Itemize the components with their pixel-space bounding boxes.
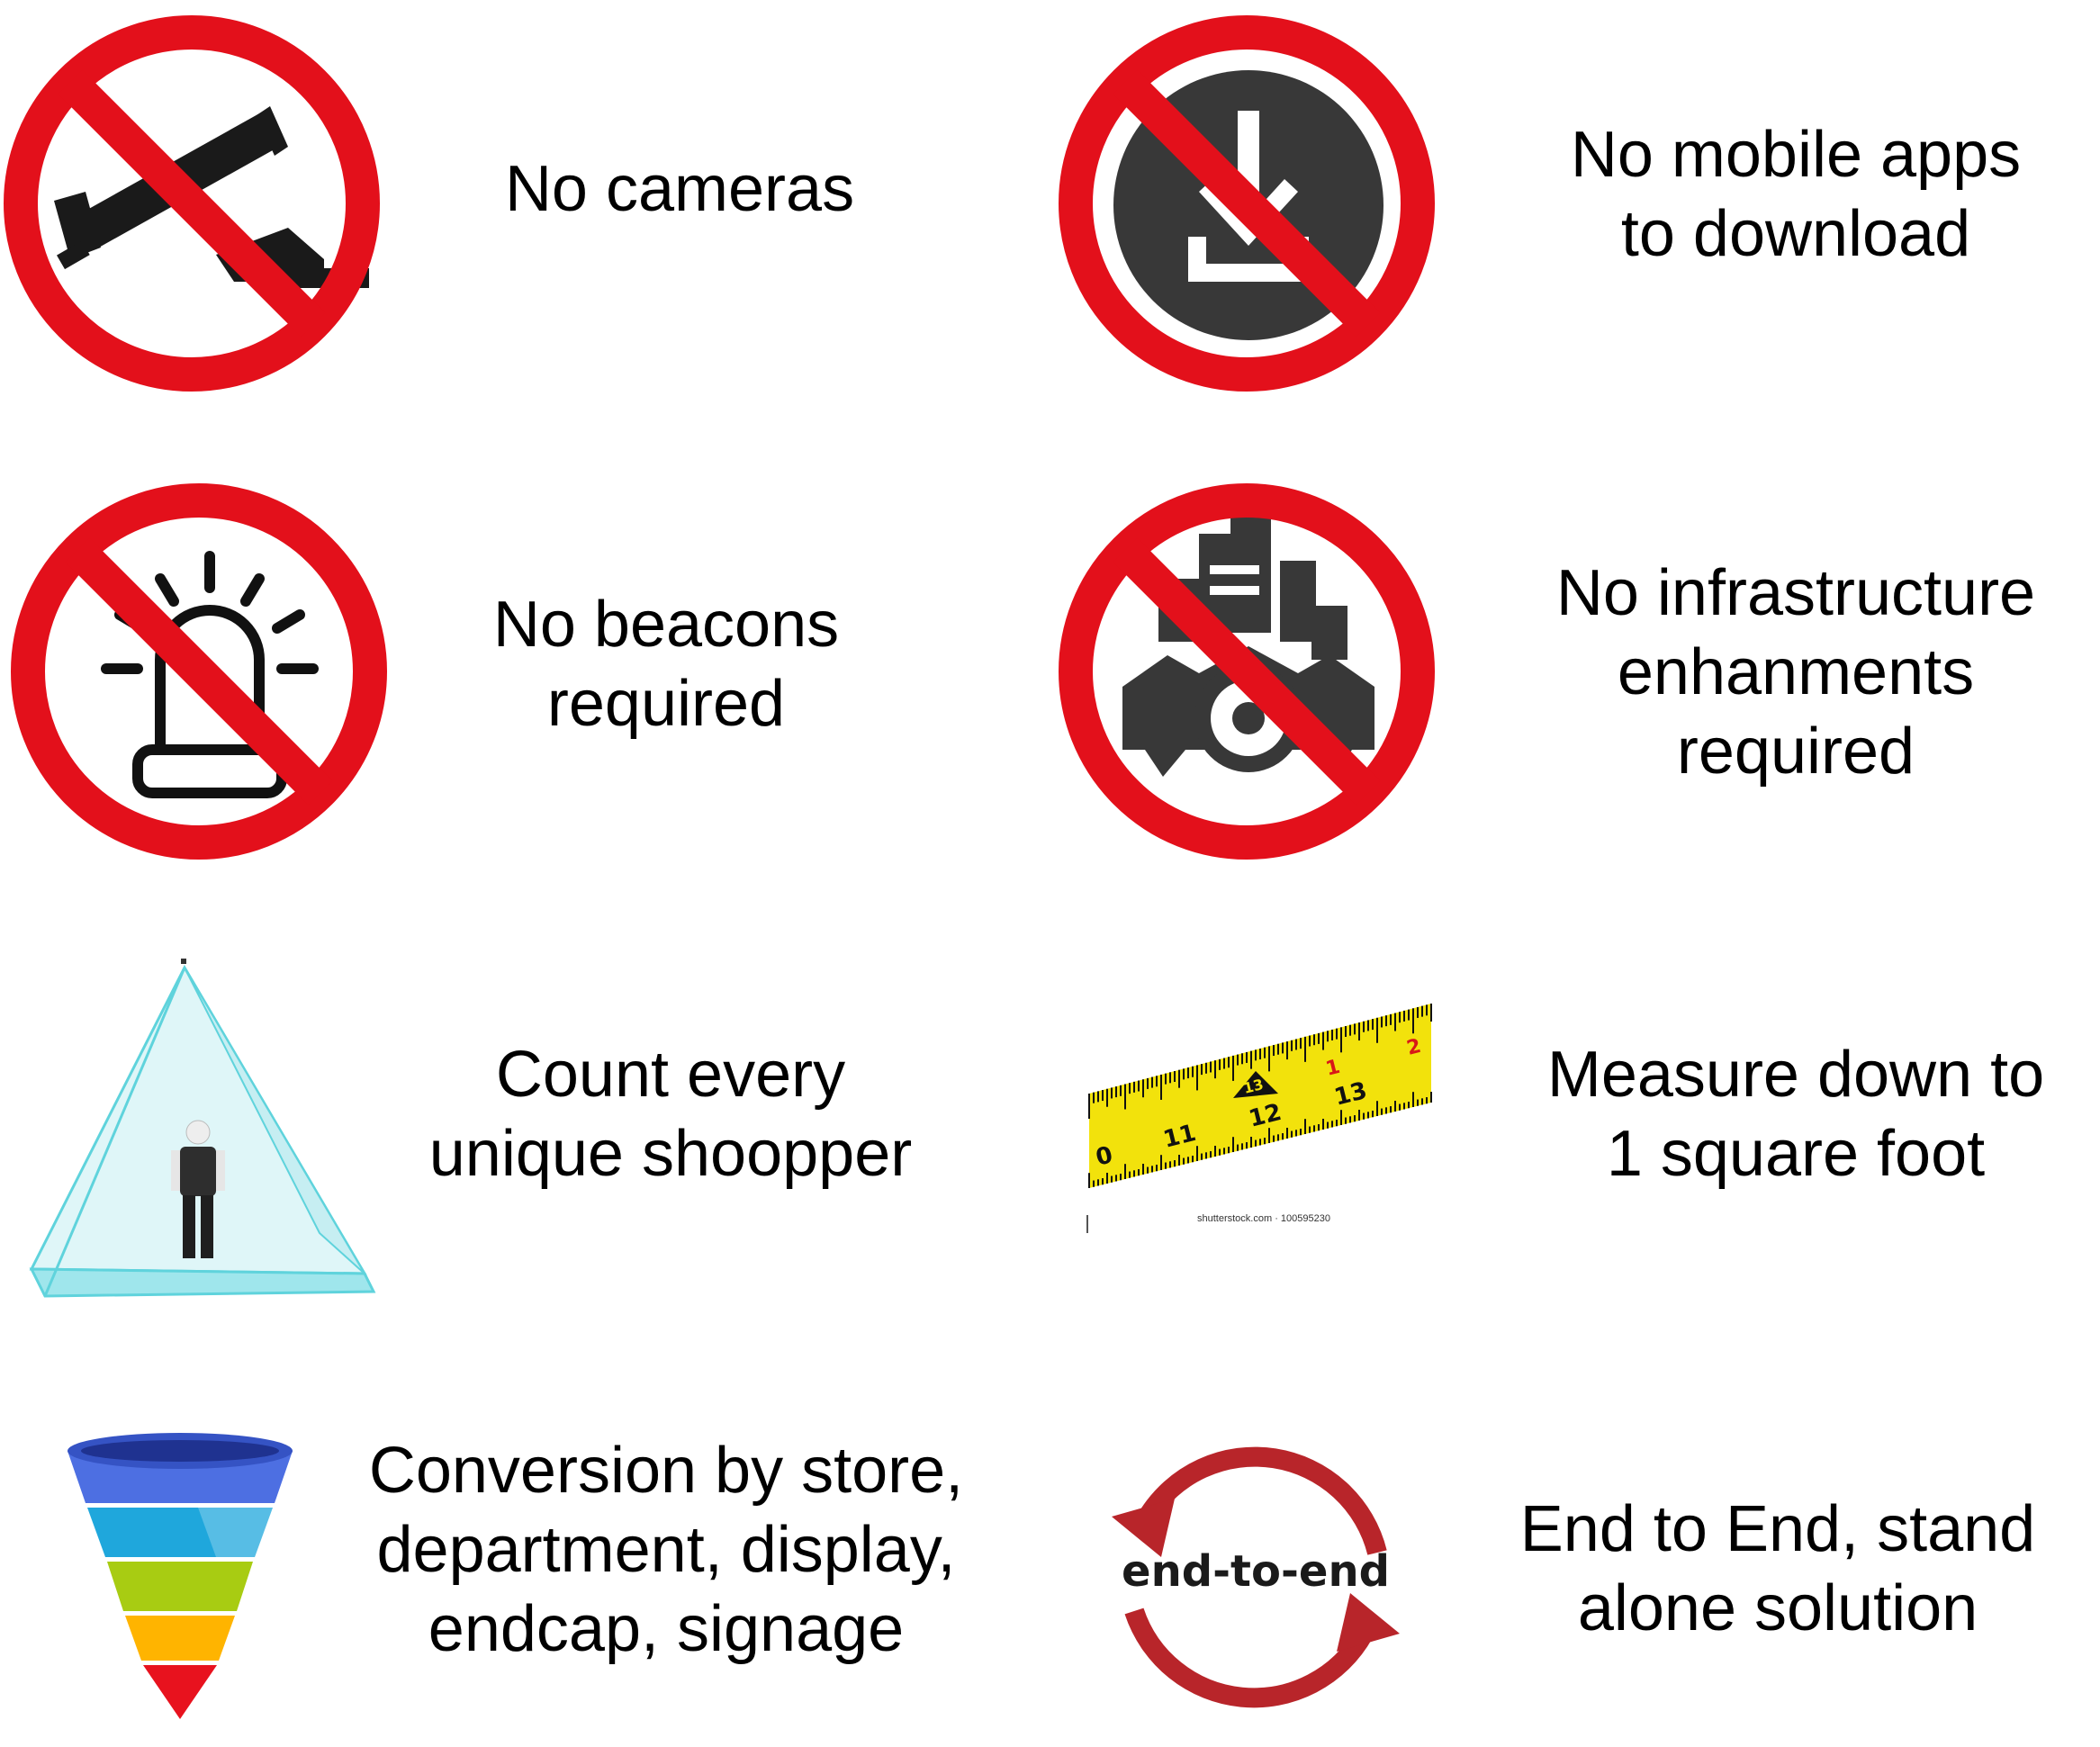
feature-label-measure: Measure down to 1 square foot [1546,1039,2045,1190]
no-infrastructure-sign [1055,480,1442,867]
watermark: shutterstock.com · 100595230 [1197,1213,1330,1224]
funnel-icon [68,1433,293,1719]
pyramid-shopper-image [23,954,383,1305]
tape-measure-image: 0 11 12 13 1 2 13 [1085,999,1445,1233]
feature-label-no-infrastructure: No infrastructure enhanments required [1555,557,2036,788]
cycle-label: end-to-end [1122,1546,1390,1597]
feature-label-count-shopper: Count every unique shoopper [428,1039,913,1190]
tape-arrow-label: 13 [1241,1076,1265,1097]
feature-label-conversion: Conversion by store, department, display… [368,1435,964,1665]
end-to-end-cycle-icon [1124,1446,1387,1708]
feature-label-no-cameras: No cameras [504,153,855,225]
cycle-arrow-left [1112,1499,1175,1557]
funnel-image [63,1431,297,1719]
pyramid-shopper-icon [29,959,376,1298]
feature-label-no-mobile-apps: No mobile apps to download [1570,119,2022,270]
no-cameras-sign [0,12,387,399]
feature-label-end-to-end: End to End, stand alone solution [1519,1493,2036,1644]
tape-number-2: 2 [1404,1035,1423,1060]
cycle-arrow-right [1337,1593,1400,1652]
no-download-sign [1055,12,1442,399]
feature-label-no-beacons: No beacons required [492,589,840,740]
tape-number-1: 1 [1323,1056,1342,1081]
tape-measure-icon: 0 11 12 13 1 2 13 [1086,1004,1432,1233]
no-beacons-sign [7,480,394,867]
end-to-end-image: end-to-end [1107,1431,1404,1719]
